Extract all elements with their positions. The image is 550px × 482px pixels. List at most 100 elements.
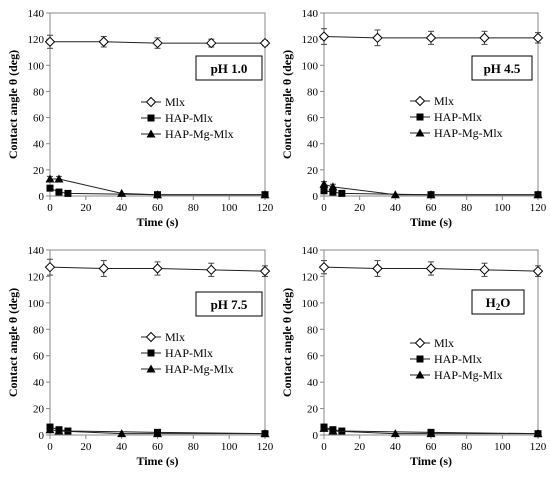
legend: Mlx HAP-Mlx HAP-Mg-Mlx bbox=[141, 330, 234, 376]
y-tick-label: 40 bbox=[307, 377, 319, 389]
data-point bbox=[426, 429, 436, 438]
y-tick-label: 60 bbox=[307, 351, 319, 363]
y-tick-label: 140 bbox=[28, 245, 45, 257]
data-point bbox=[98, 36, 109, 47]
legend-label: Mlx bbox=[165, 330, 185, 344]
series-mlx bbox=[44, 34, 271, 49]
x-axis-label: Time (s) bbox=[136, 454, 178, 468]
legend-marker bbox=[145, 96, 157, 108]
y-tick-label: 80 bbox=[33, 86, 45, 98]
y-axis-label: Contact angle θ (deg) bbox=[280, 288, 294, 397]
data-point bbox=[318, 261, 330, 273]
y-tick-label: 120 bbox=[28, 271, 45, 283]
legend-marker bbox=[416, 355, 424, 363]
x-tick-label: 100 bbox=[494, 202, 511, 214]
y-tick-label: 60 bbox=[33, 351, 45, 363]
y-tick-label: 20 bbox=[33, 404, 45, 416]
legend-marker bbox=[415, 370, 425, 379]
data-point bbox=[425, 263, 437, 274]
x-tick-label: 0 bbox=[321, 441, 327, 453]
data-point bbox=[64, 189, 72, 197]
y-tick-label: 140 bbox=[302, 245, 319, 257]
data-point bbox=[328, 426, 338, 435]
data-point bbox=[98, 263, 109, 274]
legend-label: HAP-Mlx bbox=[434, 352, 482, 366]
series-mlx bbox=[318, 260, 544, 277]
x-axis-label: Time (s) bbox=[410, 454, 452, 468]
x-tick-label: 100 bbox=[494, 441, 511, 453]
panel-tag-subscript: 2 bbox=[496, 302, 501, 312]
legend-marker bbox=[147, 349, 155, 357]
data-point bbox=[319, 179, 329, 188]
data-point bbox=[479, 264, 490, 276]
y-tick-label: 140 bbox=[28, 8, 45, 20]
data-point bbox=[320, 187, 328, 195]
x-tick-label: 20 bbox=[354, 441, 366, 453]
data-point bbox=[319, 423, 329, 432]
legend-marker bbox=[146, 129, 156, 138]
series-hap-mg-mlx bbox=[45, 174, 270, 199]
data-point bbox=[372, 32, 383, 44]
legend-label: Mlx bbox=[434, 336, 454, 350]
data-point bbox=[153, 429, 162, 438]
data-point bbox=[479, 32, 490, 44]
data-point bbox=[46, 184, 54, 192]
y-tick-label: 60 bbox=[33, 113, 45, 125]
x-tick-label: 60 bbox=[426, 441, 438, 453]
legend-label: HAP-Mg-Mlx bbox=[434, 126, 503, 140]
data-point bbox=[259, 37, 271, 49]
data-point bbox=[54, 426, 64, 435]
y-axis-label: Contact angle θ (deg) bbox=[6, 288, 20, 397]
y-tick-label: 120 bbox=[28, 34, 45, 46]
data-point bbox=[260, 190, 270, 199]
x-tick-label: 40 bbox=[116, 202, 128, 214]
data-point bbox=[117, 188, 127, 197]
y-tick-label: 120 bbox=[302, 271, 319, 283]
y-tick-label: 60 bbox=[307, 113, 319, 125]
legend-label: HAP-Mg-Mlx bbox=[165, 127, 234, 141]
x-tick-label: 20 bbox=[80, 441, 92, 453]
x-tick-label: 40 bbox=[116, 441, 128, 453]
y-tick-label: 80 bbox=[33, 324, 45, 336]
legend-marker bbox=[145, 331, 157, 343]
data-point bbox=[390, 190, 400, 199]
y-tick-label: 0 bbox=[39, 191, 45, 203]
data-point bbox=[206, 264, 217, 276]
y-tick-label: 100 bbox=[302, 298, 319, 310]
legend-marker bbox=[416, 113, 424, 121]
chart-panel-3: 0 20 40 60 80 100 120 140 0 20 40 60 80 100 120 Time (s… bbox=[6, 245, 274, 468]
data-point bbox=[372, 263, 383, 274]
legend-marker bbox=[146, 364, 156, 373]
x-tick-label: 120 bbox=[530, 202, 547, 214]
plot-frame bbox=[323, 249, 539, 436]
data-point bbox=[117, 429, 127, 438]
legend-label: HAP-Mlx bbox=[165, 111, 213, 125]
x-tick-label: 80 bbox=[461, 202, 473, 214]
x-tick-label: 120 bbox=[530, 441, 547, 453]
data-point bbox=[259, 265, 271, 277]
data-point bbox=[260, 429, 270, 438]
y-tick-label: 100 bbox=[28, 298, 45, 310]
legend-marker bbox=[414, 95, 426, 107]
data-point bbox=[532, 265, 544, 277]
y-axis-label: Contact angle θ (deg) bbox=[280, 50, 294, 159]
panel-tag-main: H bbox=[486, 295, 496, 310]
x-tick-label: 80 bbox=[461, 441, 473, 453]
legend-label: HAP-Mg-Mlx bbox=[165, 362, 234, 376]
y-tick-label: 40 bbox=[307, 139, 319, 151]
x-tick-label: 40 bbox=[390, 441, 402, 453]
legend-label: Mlx bbox=[434, 94, 454, 108]
legend: Mlx HAP-Mlx HAP-Mg-Mlx bbox=[410, 94, 503, 140]
data-point bbox=[55, 188, 63, 196]
data-point bbox=[338, 189, 346, 197]
y-tick-label: 40 bbox=[33, 377, 45, 389]
x-tick-label: 60 bbox=[152, 202, 164, 214]
x-tick-label: 20 bbox=[80, 202, 92, 214]
x-tick-label: 120 bbox=[257, 441, 274, 453]
y-tick-label: 120 bbox=[302, 34, 319, 46]
data-point bbox=[206, 37, 217, 49]
y-tick-label: 80 bbox=[307, 86, 319, 98]
series-mlx bbox=[318, 28, 544, 47]
data-point bbox=[152, 263, 163, 274]
